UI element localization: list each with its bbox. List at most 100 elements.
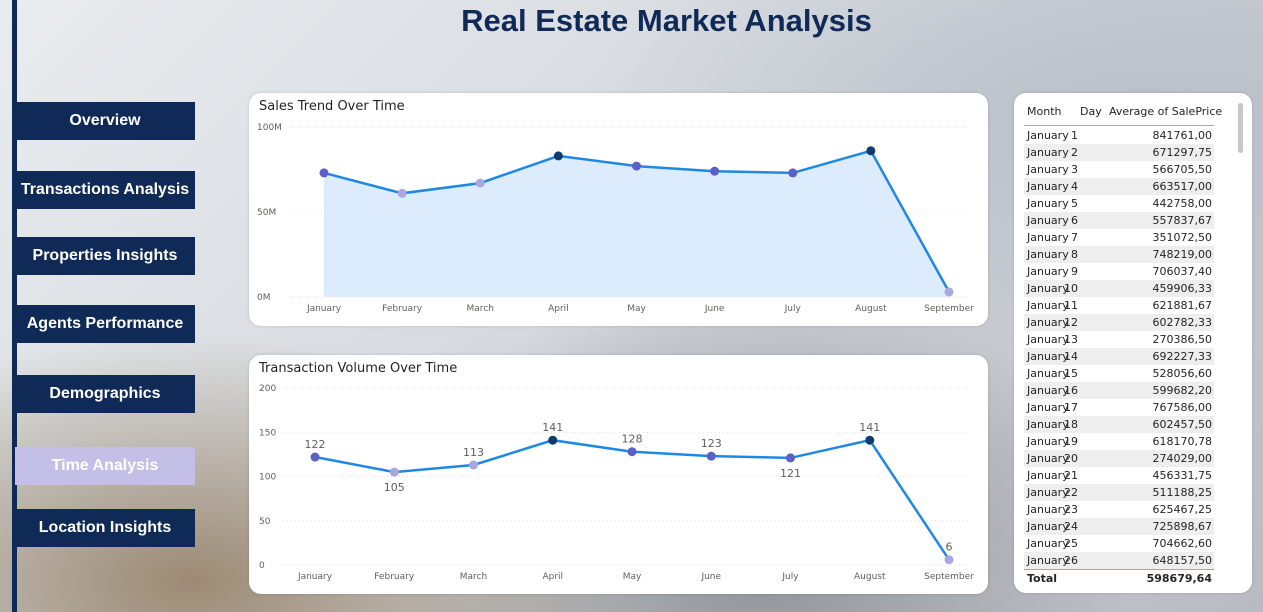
table-header-divider bbox=[1024, 125, 1214, 126]
y-tick-label: 100 bbox=[259, 473, 276, 483]
table-cell-day: 2 bbox=[1071, 146, 1078, 159]
data-point[interactable] bbox=[788, 168, 798, 178]
table-row[interactable]: January 22 511188,25 bbox=[1024, 484, 1214, 501]
data-point[interactable] bbox=[397, 188, 407, 198]
table-total-label: Total bbox=[1027, 572, 1058, 585]
table-cell-avg: 602457,50 bbox=[1152, 418, 1213, 431]
table-row[interactable]: January 6 557837,67 bbox=[1024, 212, 1214, 229]
table-row[interactable]: January 3 566705,50 bbox=[1024, 161, 1214, 178]
y-tick-label: 50 bbox=[259, 517, 271, 527]
y-tick-label: 150 bbox=[259, 428, 276, 438]
data-label: 105 bbox=[384, 481, 405, 494]
table-row[interactable]: January 5 442758,00 bbox=[1024, 195, 1214, 212]
x-tick-label: March bbox=[467, 304, 494, 314]
data-point[interactable] bbox=[944, 555, 954, 565]
table-cell-day: 22 bbox=[1064, 486, 1078, 499]
nav-button-properties-insights[interactable]: Properties Insights bbox=[15, 237, 195, 275]
y-tick-label: 0M bbox=[257, 293, 271, 303]
data-point[interactable] bbox=[866, 146, 876, 156]
data-point[interactable] bbox=[319, 168, 329, 178]
table-cell-avg: 599682,20 bbox=[1152, 384, 1213, 397]
table-row[interactable]: January 9 706037,40 bbox=[1024, 263, 1214, 280]
table-cell-avg: 274029,00 bbox=[1152, 452, 1213, 465]
nav-button-time-analysis[interactable]: Time Analysis bbox=[15, 447, 195, 485]
table-row[interactable]: January 10 459906,33 bbox=[1024, 280, 1214, 297]
nav-button-overview[interactable]: Overview bbox=[15, 102, 195, 140]
table-cell-day: 18 bbox=[1064, 418, 1078, 431]
data-point[interactable] bbox=[865, 435, 875, 445]
table-cell-avg: 692227,33 bbox=[1152, 350, 1213, 363]
table-row[interactable]: January 2 671297,75 bbox=[1024, 144, 1214, 161]
table-cell-day: 14 bbox=[1064, 350, 1078, 363]
table-cell-day: 25 bbox=[1064, 537, 1078, 550]
data-label: 6 bbox=[946, 541, 953, 554]
table-row[interactable]: January 20 274029,00 bbox=[1024, 450, 1214, 467]
table-cell-month: January bbox=[1027, 469, 1069, 482]
data-point[interactable] bbox=[627, 447, 637, 457]
table-cell-day: 12 bbox=[1064, 316, 1078, 329]
x-tick-label: June bbox=[700, 572, 721, 582]
table-row[interactable]: January 13 270386,50 bbox=[1024, 331, 1214, 348]
table-row[interactable]: January 4 663517,00 bbox=[1024, 178, 1214, 195]
data-point[interactable] bbox=[710, 166, 720, 176]
data-point[interactable] bbox=[548, 435, 558, 445]
nav-button-agents-performance[interactable]: Agents Performance bbox=[15, 305, 195, 343]
table-cell-month: January bbox=[1027, 333, 1069, 346]
table-cell-day: 13 bbox=[1064, 333, 1078, 346]
table-row[interactable]: January 12 602782,33 bbox=[1024, 314, 1214, 331]
transaction-volume-chart[interactable]: 0 50 100 150 200 January 122 February 105 March 11… bbox=[249, 355, 988, 594]
data-point[interactable] bbox=[389, 467, 399, 477]
sales-trend-chart[interactable]: 0M 50M 100M January February March April May Jun… bbox=[249, 93, 988, 326]
sales-trend-title: Sales Trend Over Time bbox=[259, 99, 405, 114]
table-row[interactable]: January 19 618170,78 bbox=[1024, 433, 1214, 450]
table-cell-month: January bbox=[1027, 367, 1069, 380]
data-label: 141 bbox=[542, 421, 563, 434]
table-cell-day: 4 bbox=[1071, 180, 1078, 193]
data-point[interactable] bbox=[706, 451, 716, 461]
x-tick-label: February bbox=[374, 572, 415, 582]
table-row[interactable]: January 25 704662,60 bbox=[1024, 535, 1214, 552]
nav-button-transactions-analysis[interactable]: Transactions Analysis bbox=[15, 171, 195, 209]
data-point[interactable] bbox=[632, 161, 641, 171]
table-cell-avg: 442758,00 bbox=[1152, 197, 1213, 210]
table-row[interactable]: January 23 625467,25 bbox=[1024, 501, 1214, 518]
table-total-value: 598679,64 bbox=[1146, 572, 1212, 585]
table-cell-avg: 456331,75 bbox=[1152, 469, 1213, 482]
table-row[interactable]: January 11 621881,67 bbox=[1024, 297, 1214, 314]
table-row[interactable]: January 24 725898,67 bbox=[1024, 518, 1214, 535]
data-point[interactable] bbox=[469, 460, 478, 470]
table-cell-day: 11 bbox=[1064, 299, 1078, 312]
x-tick-label: April bbox=[542, 572, 563, 582]
table-row[interactable]: January 26 648157,50 bbox=[1024, 552, 1214, 569]
table-row[interactable]: January 7 351072,50 bbox=[1024, 229, 1214, 246]
data-point[interactable] bbox=[944, 287, 954, 297]
x-tick-label: May bbox=[623, 572, 642, 582]
data-point[interactable] bbox=[475, 178, 485, 188]
table-header-day[interactable]: Day bbox=[1080, 105, 1102, 118]
table-row[interactable]: January 16 599682,20 bbox=[1024, 382, 1214, 399]
area-fill bbox=[324, 150, 949, 297]
table-row[interactable]: January 18 602457,50 bbox=[1024, 416, 1214, 433]
sale-price-table-card bbox=[1014, 93, 1252, 593]
data-point[interactable] bbox=[786, 453, 795, 463]
table-cell-avg: 663517,00 bbox=[1152, 180, 1213, 193]
table-header-avg[interactable]: Average of SalePrice bbox=[1109, 105, 1223, 118]
table-row[interactable]: January 15 528056,60 bbox=[1024, 365, 1214, 382]
table-row[interactable]: January 14 692227,33 bbox=[1024, 348, 1214, 365]
nav-button-location-insights[interactable]: Location Insights bbox=[15, 509, 195, 547]
table-row[interactable]: January 8 748219,00 bbox=[1024, 246, 1214, 263]
table-cell-avg: 511188,25 bbox=[1152, 486, 1213, 499]
table-cell-avg: 748219,00 bbox=[1152, 248, 1213, 261]
table-cell-day: 19 bbox=[1064, 435, 1078, 448]
table-row[interactable]: January 17 767586,00 bbox=[1024, 399, 1214, 416]
table-header-month[interactable]: Month bbox=[1027, 105, 1062, 118]
data-point[interactable] bbox=[310, 452, 320, 462]
table-row[interactable]: January 1 841761,00 bbox=[1024, 127, 1214, 144]
table-cell-day: 7 bbox=[1071, 231, 1078, 244]
table-cell-month: January bbox=[1027, 401, 1069, 414]
data-point[interactable] bbox=[553, 151, 563, 161]
x-tick-label: September bbox=[924, 572, 974, 582]
table-scrollbar[interactable] bbox=[1238, 103, 1243, 153]
nav-button-demographics[interactable]: Demographics bbox=[15, 375, 195, 413]
table-row[interactable]: January 21 456331,75 bbox=[1024, 467, 1214, 484]
